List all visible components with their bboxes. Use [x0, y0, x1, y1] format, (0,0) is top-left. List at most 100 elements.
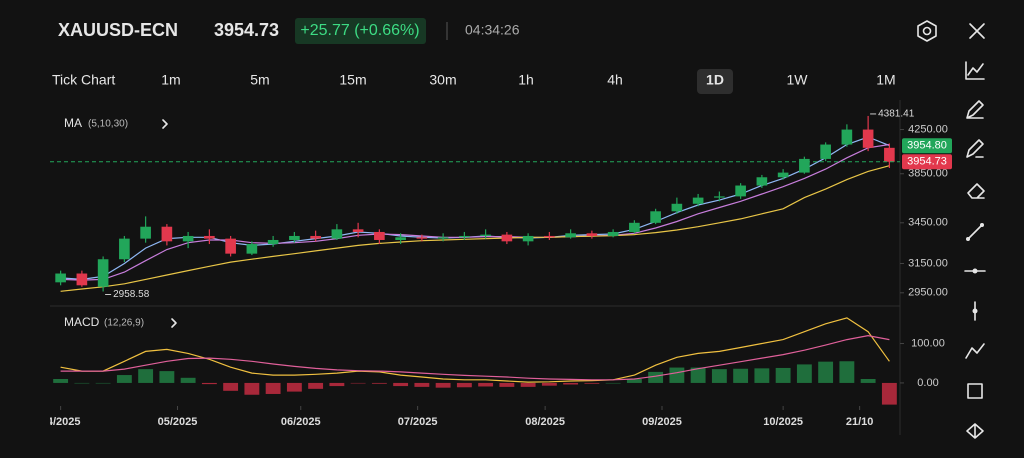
- candle-body: [544, 235, 555, 238]
- indicator-name: MA: [64, 116, 82, 130]
- y-tick-label: 3850.00: [908, 168, 948, 180]
- histogram-bar: [733, 368, 749, 383]
- timeframe[interactable]: 1m: [161, 72, 180, 88]
- price-tag: [902, 154, 952, 170]
- histogram-bar: [860, 378, 876, 383]
- candle-body: [607, 231, 619, 236]
- indicator-params: (5,10,30): [88, 119, 128, 130]
- x-tick-label: 10/2025: [763, 416, 803, 428]
- x-tick-label: 21/10: [846, 416, 874, 428]
- histogram-bar: [350, 382, 366, 384]
- price-tag-label: 3954.73: [907, 156, 947, 168]
- candle-body: [416, 237, 428, 239]
- histogram-bar: [881, 382, 897, 405]
- candle-body: [692, 197, 704, 204]
- timeframe[interactable]: 1D: [706, 72, 724, 88]
- histogram-bar: [818, 361, 834, 383]
- price-tag-label: 3954.80: [907, 140, 947, 152]
- eraser-tool[interactable]: [967, 183, 985, 199]
- brush-tool[interactable]: [966, 139, 984, 158]
- price-tag: [902, 138, 952, 154]
- candle-body: [586, 233, 598, 236]
- candle-body: [565, 233, 576, 238]
- histogram-bar: [839, 361, 855, 383]
- candle-body: [182, 235, 194, 242]
- histogram-bar: [286, 382, 302, 392]
- line-tool[interactable]: [967, 224, 983, 240]
- timeframe-selected: [697, 69, 733, 94]
- candle-body: [204, 235, 215, 239]
- last-price: 3954.73: [214, 20, 279, 40]
- candle-body: [97, 259, 109, 287]
- shape-tool[interactable]: [966, 423, 984, 439]
- histogram-bar: [648, 371, 664, 383]
- chart-type-tool[interactable]: [965, 61, 985, 80]
- histogram-bar: [775, 367, 791, 383]
- histogram-bar: [329, 382, 345, 387]
- y-tick-label: 3150.00: [908, 257, 948, 269]
- histogram-bar: [393, 382, 409, 387]
- y-tick-label: 0.00: [917, 377, 938, 389]
- candle-body: [777, 172, 789, 178]
- histogram-bar: [201, 382, 217, 385]
- symbol: XAUUSD-ECN: [58, 20, 178, 40]
- y-tick-label: 2950.00: [908, 287, 948, 299]
- timeframe[interactable]: 1h: [518, 72, 534, 88]
- change-badge: [295, 18, 426, 44]
- histogram-bar: [244, 382, 260, 395]
- x-tick-label: 06/2025: [281, 416, 321, 428]
- close-button[interactable]: [969, 23, 985, 39]
- extreme-label: 2958.58: [113, 289, 150, 300]
- trend-tool[interactable]: [965, 343, 985, 359]
- candle-body: [862, 129, 874, 148]
- timeframe[interactable]: Tick Chart: [52, 72, 115, 88]
- settings-button[interactable]: [917, 20, 937, 42]
- histogram-bar: [265, 382, 281, 394]
- clock: 04:34:26: [465, 22, 520, 38]
- histogram-bar: [478, 382, 494, 387]
- x-tick-label: 07/2025: [398, 416, 438, 428]
- histogram-bar: [308, 382, 324, 389]
- timeframe[interactable]: 1M: [876, 72, 895, 88]
- candle-body: [671, 203, 683, 212]
- expand-chevron[interactable]: [171, 318, 177, 328]
- candle-body: [246, 244, 258, 254]
- candle-body: [820, 144, 831, 159]
- drawing-toolbar: [964, 61, 986, 439]
- moving-average: [60, 143, 890, 281]
- candle-body: [714, 196, 725, 198]
- candle-body: [310, 235, 321, 239]
- timeframe[interactable]: 4h: [607, 72, 623, 88]
- expand-chevron[interactable]: [162, 119, 168, 129]
- candle-body: [799, 158, 810, 173]
- histogram-bar: [711, 369, 727, 383]
- candle-body: [629, 222, 640, 232]
- pen-tool[interactable]: [966, 100, 984, 119]
- candle-body: [161, 226, 173, 242]
- histogram-bar: [95, 382, 111, 384]
- histogram-bar: [499, 382, 515, 387]
- histogram-bar: [435, 382, 451, 388]
- y-tick-label: 4250.00: [908, 123, 948, 135]
- timeframe[interactable]: 1W: [787, 72, 809, 88]
- moving-average: [60, 165, 890, 292]
- histogram-bar: [796, 364, 812, 383]
- y-tick-label: 3450.00: [908, 217, 948, 229]
- candle-body: [55, 273, 66, 283]
- timeframe[interactable]: 15m: [339, 72, 366, 88]
- histogram-bar: [223, 382, 239, 391]
- y-tick-label: 100.00: [911, 337, 945, 349]
- candle-body: [76, 273, 88, 286]
- histogram-bar: [138, 369, 154, 383]
- timeframe[interactable]: 30m: [429, 72, 456, 88]
- timeframe[interactable]: 5m: [250, 72, 269, 88]
- candle-body: [267, 239, 279, 245]
- histogram-bar: [371, 382, 387, 384]
- candle-body: [480, 234, 491, 236]
- histogram-bar: [669, 367, 685, 383]
- candle-body: [650, 211, 661, 223]
- rectangle-tool[interactable]: [967, 383, 983, 399]
- histogram-bar: [605, 382, 621, 384]
